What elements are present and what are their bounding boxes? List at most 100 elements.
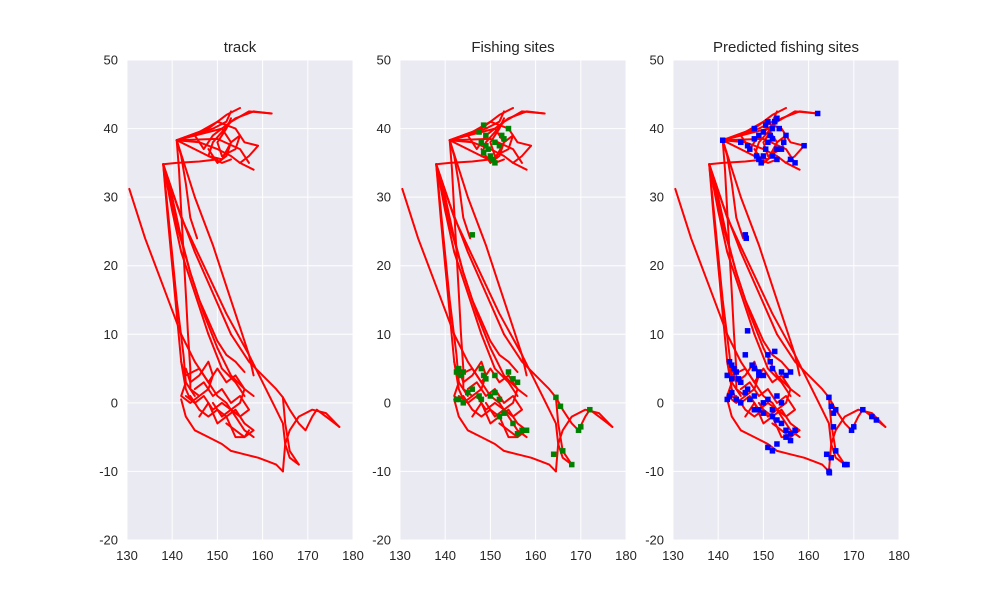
site-point xyxy=(760,129,767,135)
site-point xyxy=(483,132,489,139)
site-point xyxy=(469,232,476,238)
data-layer xyxy=(674,107,887,476)
site-point xyxy=(483,376,489,382)
site-point xyxy=(760,410,767,416)
y-tick-label: 50 xyxy=(377,53,391,68)
site-point xyxy=(769,413,776,420)
x-tick-label: 170 xyxy=(297,548,319,563)
track-line xyxy=(184,367,246,411)
site-point xyxy=(476,129,482,135)
track-line xyxy=(721,139,738,391)
site-point xyxy=(733,396,740,403)
site-point xyxy=(787,156,794,163)
site-point xyxy=(760,153,767,159)
track-line xyxy=(175,139,255,377)
site-point xyxy=(510,420,516,427)
site-point xyxy=(751,406,758,413)
site-point xyxy=(501,136,507,142)
site-point xyxy=(729,389,735,396)
site-point xyxy=(496,413,503,420)
site-point xyxy=(553,394,559,401)
site-point xyxy=(783,372,789,379)
y-tick-label: 0 xyxy=(657,395,664,410)
y-tick-label: 20 xyxy=(650,258,664,273)
y-tick-label: 40 xyxy=(377,121,391,136)
site-point xyxy=(765,352,771,358)
site-point xyxy=(783,434,789,440)
site-point xyxy=(826,470,833,476)
track-line xyxy=(453,360,474,404)
track-line xyxy=(184,360,214,397)
y-tick-label: 40 xyxy=(104,121,118,136)
site-point xyxy=(774,156,780,163)
y-tick-label: 20 xyxy=(104,258,118,273)
site-point xyxy=(738,379,744,386)
site-point xyxy=(744,386,751,392)
site-point xyxy=(751,393,758,399)
site-point xyxy=(765,396,771,403)
y-tick-label: -10 xyxy=(99,464,118,479)
site-point xyxy=(873,417,880,423)
y-tick-label: 50 xyxy=(650,53,664,68)
subplot-2: 130 140 150 160 170 180 -20 -10 0 10 20 30 40 50 Fishi… xyxy=(372,39,637,563)
track-line xyxy=(162,163,196,397)
site-point xyxy=(869,413,875,420)
site-point xyxy=(769,365,776,372)
site-point xyxy=(733,369,740,375)
track-line xyxy=(708,158,765,166)
site-point xyxy=(787,369,794,375)
y-tick-label: 20 xyxy=(377,258,391,273)
track-line xyxy=(435,163,560,473)
site-point xyxy=(860,406,866,413)
x-tick-label: 170 xyxy=(843,548,865,563)
track-line xyxy=(708,163,792,373)
site-point xyxy=(844,461,850,468)
site-point xyxy=(747,396,753,403)
site-point xyxy=(724,372,730,379)
site-point xyxy=(778,146,785,152)
site-point xyxy=(469,386,476,392)
site-point xyxy=(787,430,794,437)
site-point xyxy=(519,427,525,434)
track-line xyxy=(435,163,519,373)
site-point xyxy=(514,430,521,437)
track-line xyxy=(193,127,232,164)
track-line xyxy=(180,360,201,404)
track-line xyxy=(557,408,614,466)
site-point xyxy=(776,125,782,132)
site-point xyxy=(787,437,794,444)
track-line xyxy=(198,401,250,439)
site-point xyxy=(505,369,512,375)
site-point xyxy=(465,389,471,396)
data-layer xyxy=(401,107,614,473)
x-tick-label: 180 xyxy=(888,548,910,563)
site-point xyxy=(456,365,462,372)
chart-title: Predicted fishing sites xyxy=(713,39,859,56)
site-point xyxy=(557,403,564,410)
site-point xyxy=(460,369,467,375)
y-tick-label: -20 xyxy=(645,533,664,548)
site-point xyxy=(778,369,785,375)
site-point xyxy=(514,379,521,386)
track-line xyxy=(180,398,284,473)
y-tick-label: -20 xyxy=(372,533,391,548)
site-point xyxy=(485,146,491,152)
subplot-1: 130 140 150 160 170 180 -20 -10 0 10 20 30 40 50 track xyxy=(99,39,364,563)
site-point xyxy=(769,153,776,159)
track-line xyxy=(830,408,887,466)
track-line xyxy=(448,139,465,391)
y-tick-label: 30 xyxy=(104,190,118,205)
site-point xyxy=(559,448,566,454)
track-line xyxy=(721,139,801,377)
track-line xyxy=(448,139,528,377)
site-point xyxy=(496,142,503,149)
x-tick-label: 180 xyxy=(615,548,637,563)
track-line xyxy=(554,396,614,432)
x-tick-label: 130 xyxy=(389,548,411,563)
site-point xyxy=(769,406,776,413)
y-tick-label: -10 xyxy=(372,464,391,479)
site-point xyxy=(480,122,487,128)
site-point xyxy=(744,328,751,334)
